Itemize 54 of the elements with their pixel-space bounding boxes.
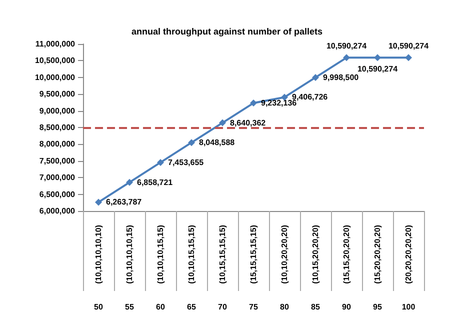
point (157, 158, 164, 166)
x-tick-label: (15,15,15,15,15) (249, 224, 258, 284)
y-tick-label: 6,500,000 (39, 190, 76, 199)
text: 65 (187, 302, 196, 312)
point (405, 54, 412, 62)
point (126, 178, 133, 186)
point (219, 119, 226, 126)
x-tick-label: (15,20,20,20,20) (373, 224, 382, 284)
x-tick-label: (10,10,20,20,20) (280, 224, 289, 284)
text: 75 (249, 302, 258, 312)
text: 85 (311, 302, 320, 312)
data-label: 7,453,655 (168, 158, 204, 167)
x-tick-label: (10,15,20,20,20) (311, 224, 320, 284)
text: 95 (373, 302, 382, 312)
text: 80 (280, 302, 290, 312)
y-tick-label: 9,500,000 (39, 90, 76, 99)
x-tick-label: (10,10,15,15,15) (187, 224, 196, 284)
x-tick-label: (10,10,10,15,15) (156, 224, 165, 284)
y-tick-label: 7,500,000 (39, 156, 76, 166)
text: 90 (342, 302, 352, 312)
text: 50 (94, 302, 104, 312)
data-label: 8,048,588 (199, 138, 236, 148)
data-label: 6,263,787 (106, 198, 142, 207)
point (374, 54, 381, 62)
y-tick-label: 9,000,000 (39, 106, 76, 116)
y-tick-label: 10,500,000 (34, 56, 76, 66)
point (312, 74, 319, 81)
point (250, 100, 257, 107)
x-tick-label: (10,15,15,15,15) (218, 224, 227, 284)
y-tick-label: 8,000,000 (39, 140, 76, 149)
y-tick-label: 6,000,000 (39, 206, 76, 216)
text: 70 (218, 302, 228, 312)
y-tick-label: 8,500,000 (39, 123, 76, 132)
y-tick-label: 10,000,000 (34, 72, 76, 82)
x-tick-label: (15,15,20,20,20) (342, 224, 351, 284)
y-tick-label: 11,000,000 (35, 40, 76, 48)
data-label: 10,590,274 (326, 42, 368, 51)
data-label: 10,590,274 (388, 42, 430, 51)
text: 60 (156, 302, 166, 312)
chart-title: annual throughput against number of pallets (131, 26, 323, 36)
y-tick-label: 7,000,000 (39, 173, 76, 182)
data-label: 6,858,721 (137, 178, 174, 187)
text: 55 (125, 302, 134, 312)
point (188, 139, 195, 146)
data-label: 10,590,274 (357, 64, 398, 74)
x-tick-label: (10,10,10,10,15) (125, 224, 134, 284)
text: 100 (402, 302, 416, 312)
point (343, 54, 350, 62)
data-label: 8,640,362 (230, 118, 266, 128)
point (95, 198, 102, 206)
data-label: 9,998,500 (323, 72, 360, 82)
data-label: 9,406,726 (292, 92, 328, 102)
x-tick-label: (20,20,20,20,20) (404, 224, 413, 284)
x-tick-label: (10,10,10,10,10) (94, 224, 103, 284)
